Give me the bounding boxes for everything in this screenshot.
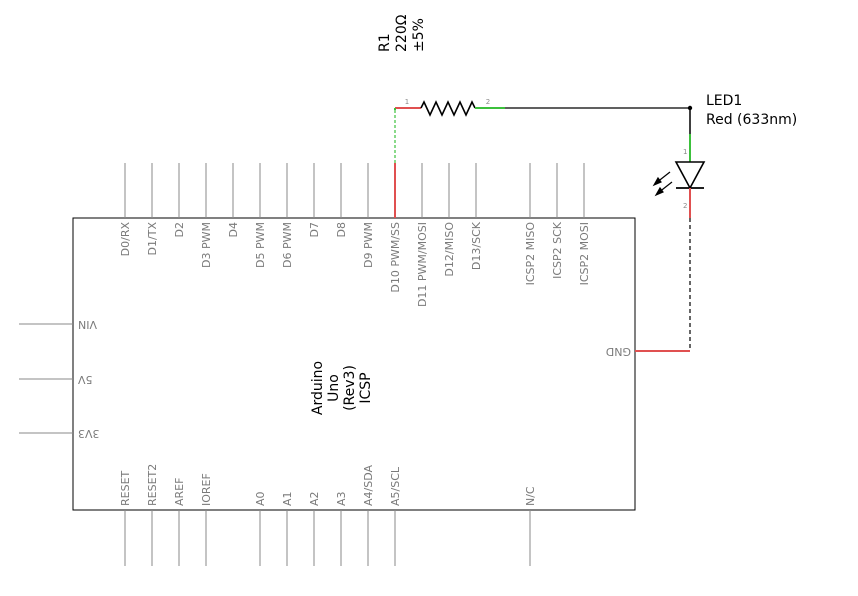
led-light-arrows-icon [652,171,673,197]
pin-label-a3: A3 [335,491,348,506]
board-title-line-3: (Rev3) [342,365,358,411]
pin-label-a5: A5/SCL [389,466,402,506]
wires [394,105,693,351]
pin-label-d13: D13/SCK [470,221,483,270]
pin-label-d7: D7 [308,222,321,237]
resistor-pin1-number: 1 [405,98,409,106]
resistor-value: 220Ω [394,14,410,52]
resistor-tolerance: ±5% [411,18,427,52]
pin-label-d4: D4 [227,222,240,237]
resistor-r1[interactable]: R1 220Ω ±5% 1 2 [377,14,505,117]
pin-label-reset: RESET [119,470,132,506]
right-pins: GND [606,345,690,358]
pin-label-vin: VIN [78,318,97,331]
pin-label-icsp2-mosi: ICSP2 MOSI [578,222,591,285]
led-triangle [674,161,706,190]
led-pin1-number: 1 [683,148,687,156]
pin-label-d3: D3 PWM [200,222,213,268]
top-pins: D0/RX D1/TX D2 D3 PWM D4 D5 PWM D6 PWM D… [119,163,591,307]
pin-label-d8: D8 [335,222,348,237]
arduino-board-outline [72,217,636,511]
pin-label-d12: D12/MISO [443,222,456,277]
resistor-pin2-number: 2 [486,98,490,106]
left-pins: VIN 5V 3V3 [19,318,100,440]
pin-label-d1: D1/TX [146,222,159,256]
pin-label-a4: A4/SDA [362,465,375,506]
pin-label-a0: A0 [254,491,267,506]
led-d1[interactable]: LED1 Red (633nm) 1 2 [652,93,797,218]
pin-label-d0: D0/RX [119,222,132,257]
led-pin2-number: 2 [683,202,687,210]
pin-label-d10: D10 PWM/SS [389,222,402,293]
pin-label-gnd: GND [606,345,631,358]
pin-label-icsp2-sck: ICSP2 SCK [551,221,564,279]
pin-label-ioref: IOREF [200,473,213,506]
pin-label-d5: D5 PWM [254,222,267,268]
board-title-line-1: Arduino [310,361,326,415]
pin-label-reset2: RESET2 [146,464,159,506]
pin-label-d9: D9 PWM [362,222,375,268]
bottom-pins: RESET RESET2 AREF IOREF A0 A1 A2 A3 A4/S… [119,464,537,566]
board-title-line-4: ICSP [358,372,374,403]
pin-label-icsp2-miso: ICSP2 MISO [524,222,537,286]
pin-label-nc: N/C [524,486,537,506]
led-description: Red (633nm) [706,112,797,128]
pin-label-5v: 5V [78,373,93,386]
pin-label-3v3: 3V3 [78,427,100,440]
pin-label-aref: AREF [173,478,186,506]
led-name: LED1 [706,93,742,109]
pin-label-d6: D6 PWM [281,222,294,268]
pin-label-a2: A2 [308,491,321,506]
resistor-name: R1 [377,33,393,52]
resistor-zigzag [420,100,476,117]
pin-label-d2: D2 [173,222,186,237]
pin-label-d11: D11 PWM/MOSI [416,222,429,307]
board-title: Arduino Uno (Rev3) ICSP [310,361,374,415]
board-title-line-2: Uno [326,374,342,402]
pin-label-a1: A1 [281,491,294,506]
